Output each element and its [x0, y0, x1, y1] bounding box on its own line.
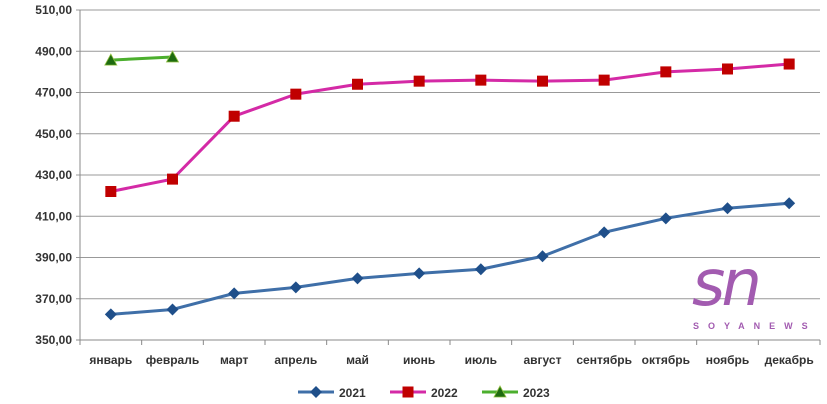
- data-point-2021: [413, 267, 426, 280]
- legend-label-2021: 2021: [339, 386, 366, 400]
- data-point-2022: [352, 78, 363, 90]
- data-point-2023: [104, 53, 118, 66]
- legend-marker-2022: [402, 386, 414, 398]
- x-tick-label: август: [524, 353, 562, 367]
- series-line-2022: [110, 62, 790, 193]
- data-point-2021: [166, 303, 179, 316]
- data-point-2021: [104, 308, 117, 321]
- legend-marker-2021: [310, 386, 322, 398]
- data-point-2022: [167, 173, 178, 185]
- watermark-logo: sn: [692, 247, 762, 321]
- data-point-2021: [289, 281, 302, 294]
- data-point-2021: [474, 263, 487, 276]
- watermark-text: SOYANEWS: [693, 321, 817, 331]
- x-tick-label: март: [220, 353, 249, 367]
- data-point-2021: [536, 250, 549, 263]
- data-point-2022: [228, 110, 240, 122]
- data-point-2022: [105, 186, 117, 197]
- x-tick-label: июль: [465, 353, 497, 367]
- y-tick-label: 450,00: [35, 127, 72, 141]
- data-point-2022: [537, 75, 548, 87]
- x-tick-label: февраль: [146, 353, 199, 367]
- data-point-2022: [290, 88, 302, 100]
- data-point-2021: [783, 197, 796, 210]
- data-point-2021: [721, 202, 734, 215]
- data-point-2021: [659, 212, 672, 225]
- x-tick-label: январь: [89, 353, 132, 367]
- data-point-2022: [783, 58, 795, 70]
- y-tick-label: 470,00: [35, 86, 72, 100]
- data-point-2022: [413, 75, 425, 87]
- y-tick-label: 390,00: [35, 251, 72, 265]
- data-point-2021: [598, 226, 611, 239]
- series-line-2021: [110, 201, 790, 316]
- legend-marker-2023: [493, 385, 507, 398]
- x-tick-label: апрель: [274, 353, 317, 367]
- legend-label-2022: 2022: [431, 386, 458, 400]
- data-point-2023: [165, 50, 180, 63]
- data-point-2021: [228, 287, 241, 300]
- data-point-2021: [351, 272, 364, 285]
- x-tick-label: май: [346, 353, 369, 367]
- x-tick-label: декабрь: [765, 353, 814, 367]
- x-tick-label: июнь: [403, 353, 435, 367]
- series-line-2023: [110, 55, 173, 62]
- x-tick-label: сентябрь: [576, 353, 632, 367]
- y-tick-label: 350,00: [35, 333, 72, 347]
- data-point-2022: [475, 74, 487, 86]
- y-tick-label: 490,00: [35, 44, 72, 58]
- data-point-2022: [660, 66, 672, 78]
- legend-label-2023: 2023: [523, 386, 550, 400]
- data-point-2022: [598, 74, 610, 86]
- y-tick-label: 370,00: [35, 292, 72, 306]
- data-point-2022: [722, 63, 733, 75]
- x-tick-label: ноябрь: [706, 353, 750, 367]
- y-tick-label: 510,00: [35, 3, 72, 17]
- y-tick-label: 410,00: [35, 209, 72, 223]
- y-tick-label: 430,00: [35, 168, 72, 182]
- x-tick-label: октябрь: [642, 353, 690, 367]
